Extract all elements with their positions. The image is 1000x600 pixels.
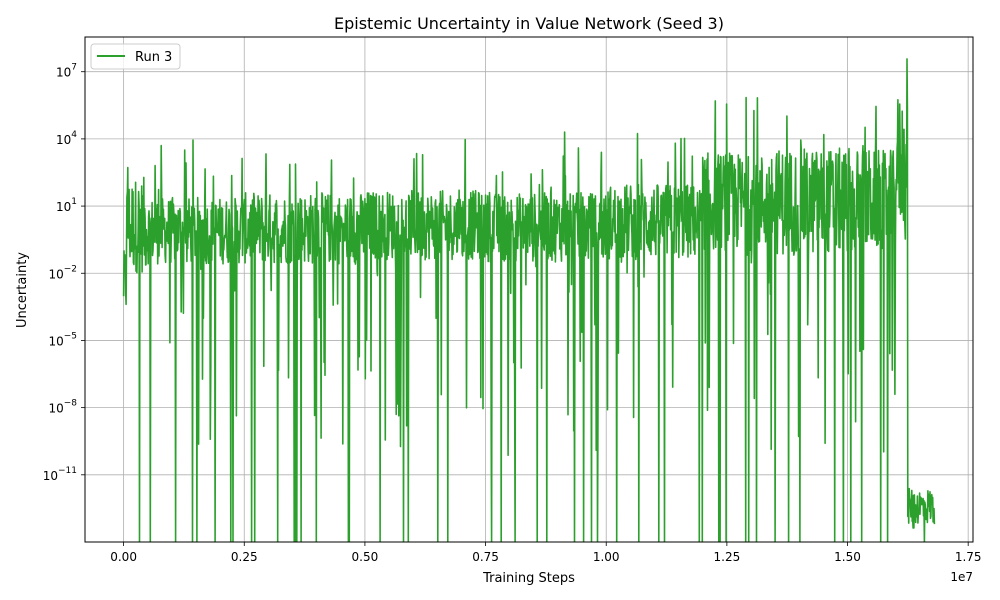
x-tick-label: 1.00 [593, 550, 620, 564]
legend: Run 3 [90, 43, 181, 70]
x-tick-label: 0.00 [110, 550, 137, 564]
x-axis-label: Training Steps [482, 571, 575, 586]
x-tick-label: 0.25 [231, 550, 258, 564]
chart-title: Epistemic Uncertainty in Value Network (… [334, 14, 724, 33]
x-tick-label: 1.75 [955, 550, 982, 564]
x-axis-ticks: 0.00 0.25 0.50 0.75 1.00 1.25 1.50 1.75 [110, 542, 982, 564]
y-tick-label: 10−5 [48, 331, 77, 348]
x-tick-label: 0.50 [352, 550, 379, 564]
series-run-3 [122, 58, 936, 542]
y-tick-label: 107 [56, 63, 77, 80]
y-tick-label: 10−11 [43, 466, 77, 483]
y-axis-ticks: 10−11 10−8 10−5 10−2 101 104 107 [43, 63, 85, 483]
legend-label-run-3: Run 3 [135, 50, 172, 65]
x-tick-label: 1.25 [714, 550, 741, 564]
plot-frame [84, 36, 974, 543]
legend-box [90, 43, 181, 70]
x-axis-offset-label: 1e7 [950, 570, 973, 584]
x-tick-label: 1.50 [834, 550, 861, 564]
y-axis-label: Uncertainty [15, 252, 30, 328]
x-tick-label: 0.75 [472, 550, 499, 564]
y-tick-label: 104 [56, 130, 77, 147]
y-tick-label: 101 [56, 197, 77, 214]
y-tick-label: 10−2 [48, 264, 77, 281]
series-line-run-3 [122, 58, 936, 542]
y-tick-label: 10−8 [48, 399, 77, 416]
